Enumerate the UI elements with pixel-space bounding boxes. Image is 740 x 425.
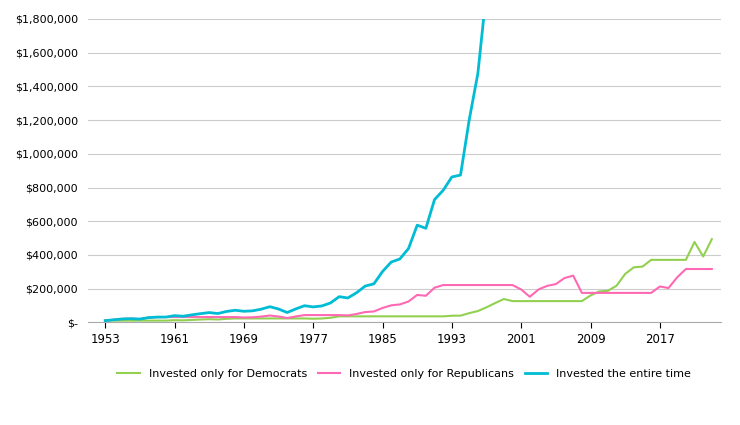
Invested only for Republicans — [465, 283, 474, 288]
Invested only for Republicans — [682, 266, 690, 272]
Invested only for Democrats — [395, 314, 404, 319]
Invested the entire time — [465, 117, 474, 122]
Invested only for Republicans — [118, 316, 127, 321]
Invested only for Republicans — [274, 314, 283, 319]
Line: Invested the entire time: Invested the entire time — [105, 0, 712, 320]
Invested only for Republicans — [673, 275, 682, 280]
Invested only for Republicans — [707, 266, 716, 272]
Invested the entire time — [395, 256, 404, 261]
Invested only for Democrats — [707, 237, 716, 242]
Invested the entire time — [274, 306, 283, 312]
Invested only for Republicans — [101, 318, 110, 323]
Invested only for Democrats — [673, 257, 682, 262]
Invested only for Democrats — [326, 315, 335, 320]
Invested the entire time — [326, 300, 335, 306]
Invested only for Democrats — [101, 318, 110, 323]
Invested only for Republicans — [395, 302, 404, 307]
Invested only for Republicans — [560, 275, 569, 281]
Invested only for Democrats — [465, 311, 474, 316]
Invested the entire time — [118, 316, 127, 321]
Line: Invested only for Democrats: Invested only for Democrats — [105, 239, 712, 320]
Invested only for Democrats — [274, 316, 283, 321]
Invested only for Democrats — [118, 318, 127, 323]
Invested the entire time — [101, 318, 110, 323]
Legend: Invested only for Democrats, Invested only for Republicans, Invested the entire : Invested only for Democrats, Invested on… — [113, 365, 696, 383]
Line: Invested only for Republicans: Invested only for Republicans — [105, 269, 712, 320]
